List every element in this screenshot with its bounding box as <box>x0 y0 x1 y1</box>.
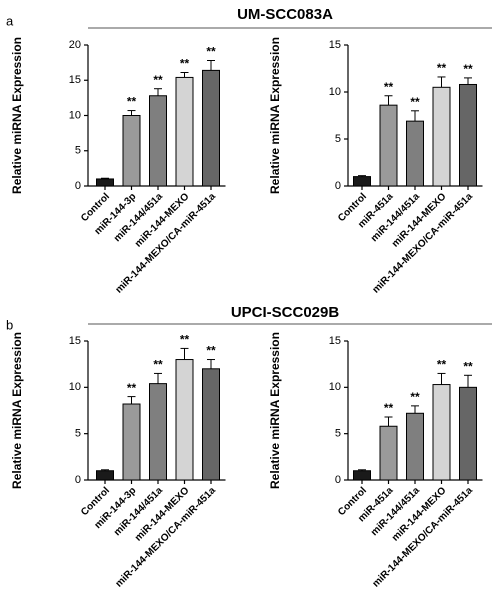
y-tick-label: 0 <box>335 474 341 486</box>
error-bar <box>411 110 419 122</box>
bar <box>96 470 114 481</box>
y-tick-label: 0 <box>75 474 81 486</box>
y-tick-label: 15 <box>69 74 81 86</box>
error-bar <box>180 347 189 360</box>
y-axis-label: Relative miRNA Expression <box>10 37 24 194</box>
bar <box>175 76 194 187</box>
significance-label: ** <box>153 358 163 372</box>
y-tick-label: 15 <box>329 335 341 347</box>
y-tick-label: 5 <box>335 428 341 440</box>
bar <box>149 95 167 187</box>
y-tick-label: 5 <box>335 133 341 145</box>
error-bar <box>127 110 136 116</box>
y-tick-label: 0 <box>335 180 341 192</box>
error-bar <box>207 60 215 71</box>
y-axis-label: Relative miRNA Expression <box>268 332 282 489</box>
bar <box>122 115 141 187</box>
panel-title: UM-SCC083A <box>237 6 333 23</box>
y-tick-label: 10 <box>69 109 81 121</box>
significance-label: ** <box>437 61 447 75</box>
y-tick-label: 5 <box>75 428 81 440</box>
error-bar <box>464 374 472 388</box>
significance-label: ** <box>410 390 420 404</box>
significance-label: ** <box>153 73 163 87</box>
error-bar <box>180 71 189 78</box>
error-bar <box>437 372 446 385</box>
error-bar <box>437 76 446 88</box>
bar <box>432 384 451 481</box>
panel-label: a <box>6 13 14 28</box>
y-tick-label: 5 <box>75 145 81 157</box>
significance-label: ** <box>127 95 137 109</box>
error-bar <box>101 469 109 471</box>
error-bar <box>207 359 215 369</box>
y-tick-label: 0 <box>75 180 81 192</box>
bar <box>149 383 167 481</box>
significance-label: ** <box>384 80 394 94</box>
significance-label: ** <box>180 333 190 347</box>
error-bar <box>358 469 366 471</box>
y-axis-label: Relative miRNA Expression <box>10 332 24 489</box>
error-bar <box>101 177 109 179</box>
y-tick-label: 10 <box>329 86 341 98</box>
error-bar <box>464 77 472 85</box>
panel-label: b <box>6 317 13 332</box>
bar <box>432 86 451 187</box>
bar <box>122 403 141 481</box>
bar <box>175 359 194 481</box>
y-tick-label: 15 <box>69 335 81 347</box>
significance-label: ** <box>410 95 420 109</box>
significance-label: ** <box>180 57 190 71</box>
error-bar <box>154 88 162 96</box>
bar <box>459 83 477 187</box>
significance-label: ** <box>127 381 137 395</box>
significance-label: ** <box>206 45 216 59</box>
y-axis-label: Relative miRNA Expression <box>268 37 282 194</box>
bar <box>406 412 424 481</box>
error-bar <box>384 416 393 427</box>
panel-title: UPCI-SCC029B <box>231 304 340 321</box>
error-bar <box>154 372 162 384</box>
bar <box>353 470 371 481</box>
significance-label: ** <box>384 401 394 415</box>
error-bar <box>384 95 393 106</box>
bar <box>406 120 424 187</box>
significance-label: ** <box>463 359 473 373</box>
bar <box>459 386 477 481</box>
bar <box>202 69 220 187</box>
bar <box>353 176 371 187</box>
y-tick-label: 15 <box>329 39 341 51</box>
bar <box>379 104 398 187</box>
bar <box>96 178 114 187</box>
y-tick-label: 10 <box>69 381 81 393</box>
error-bar <box>127 396 136 405</box>
bar <box>379 425 398 481</box>
significance-label: ** <box>437 358 447 372</box>
bar <box>202 368 220 481</box>
error-bar <box>358 175 366 177</box>
y-tick-label: 10 <box>329 381 341 393</box>
error-bar <box>411 405 419 414</box>
significance-label: ** <box>463 62 473 76</box>
y-tick-label: 20 <box>69 39 81 51</box>
significance-label: ** <box>206 344 216 358</box>
